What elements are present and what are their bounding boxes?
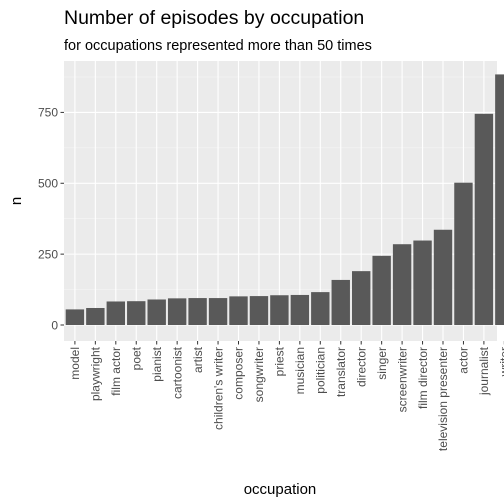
- bar-4: [148, 299, 166, 325]
- y-tick-label: 750: [38, 106, 58, 120]
- x-tick-label: priest: [273, 346, 287, 376]
- y-tick-label: 250: [38, 247, 58, 261]
- bar-19: [454, 183, 472, 325]
- x-tick-label: artist: [191, 346, 205, 373]
- y-axis-title: n: [8, 197, 25, 205]
- x-tick-label: playwright: [89, 346, 103, 401]
- bar-7: [209, 298, 227, 325]
- x-tick-label: journalist: [477, 346, 491, 396]
- x-tick-label: film actor: [109, 347, 123, 396]
- bar-2: [107, 301, 125, 325]
- bar-18: [434, 230, 452, 325]
- x-tick-label: cartoonist: [170, 346, 184, 399]
- x-tick-label: writer: [498, 347, 504, 377]
- bar-9: [250, 296, 268, 325]
- bar-17: [413, 241, 431, 325]
- x-tick-label: pianist: [150, 346, 164, 381]
- bar-12: [311, 292, 329, 325]
- bar-10: [270, 295, 288, 325]
- x-tick-label: politician: [314, 347, 328, 394]
- x-tick-label: film director: [416, 347, 430, 409]
- y-tick-label: 500: [38, 177, 58, 191]
- x-tick-label: poet: [129, 346, 143, 370]
- bar-14: [352, 271, 370, 325]
- y-tick-label: 0: [51, 318, 58, 332]
- bar-11: [291, 295, 309, 325]
- x-tick-label: television presenter: [436, 347, 450, 451]
- x-tick-label: actor: [457, 347, 471, 374]
- bar-13: [332, 280, 350, 325]
- x-tick-label: children's writer: [211, 347, 225, 430]
- bar-8: [229, 296, 247, 325]
- bar-6: [188, 298, 206, 325]
- bar-1: [86, 308, 104, 325]
- y-axis-ticks: 0 250 500 750: [38, 106, 64, 333]
- x-tick-label: model: [68, 347, 82, 380]
- x-tick-label: composer: [232, 347, 246, 400]
- bar-16: [393, 244, 411, 325]
- x-tick-label: translator: [334, 347, 348, 397]
- bar-15: [372, 256, 390, 325]
- bar-0: [66, 309, 84, 325]
- x-axis-ticks: model playwright film actor poet pianist cart…: [68, 341, 504, 451]
- x-tick-label: director: [354, 347, 368, 387]
- bar-20: [475, 114, 493, 325]
- bar-3: [127, 301, 145, 325]
- bar-21: [495, 74, 504, 325]
- x-axis-title: occupation: [244, 481, 317, 498]
- x-tick-label: singer: [375, 347, 389, 380]
- bar-5: [168, 298, 186, 325]
- x-tick-label: musician: [293, 347, 307, 394]
- x-tick-label: songwriter: [252, 347, 266, 402]
- x-tick-label: screenwriter: [395, 347, 409, 412]
